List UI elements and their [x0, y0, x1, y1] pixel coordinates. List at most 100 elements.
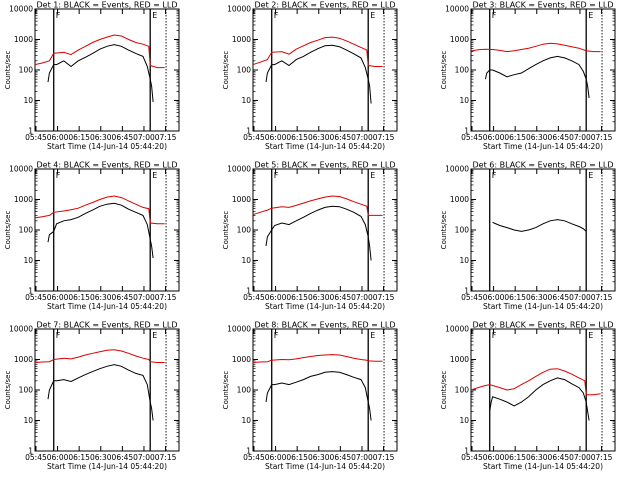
plot-frame [34, 328, 180, 452]
x-tick-label: 07:15 [591, 293, 613, 302]
x-tick-label: 07:15 [155, 453, 177, 462]
y-tick-label: 10 [23, 96, 33, 105]
y-tick-label: 10000 [227, 165, 251, 174]
y-tick-label: 10000 [9, 165, 33, 174]
x-tick-label: 06:15 [504, 133, 526, 142]
x-axis-label: Start Time (14-Jun-14 05:44:20) [47, 302, 167, 311]
x-tick-label: 06:30 [90, 453, 112, 462]
x-axis-label: Start Time (14-Jun-14 05:44:20) [47, 142, 167, 151]
x-tick-label: 06:45 [330, 293, 352, 302]
panel-title: Det 9: BLACK = Events, RED = LLD [473, 321, 614, 330]
interval-marker: F [56, 171, 61, 180]
panel-title: Det 2: BLACK = Events, RED = LLD [255, 1, 396, 10]
series-line-events [265, 44, 372, 104]
x-tick-label: 06:00 [265, 133, 287, 142]
x-tick-label: 05:45 [461, 133, 483, 142]
x-tick-label: 06:15 [286, 293, 308, 302]
series-line-events [492, 219, 587, 232]
panel-title: Det 1: BLACK = Events, RED = LLD [37, 1, 178, 10]
plot-frame [252, 8, 398, 132]
x-tick-label: 07:00 [569, 293, 591, 302]
y-axis-label: Counts/sec [222, 371, 230, 410]
x-tick-label: 06:45 [112, 133, 134, 142]
y-tick-label: 10 [459, 256, 469, 265]
x-tick-label: 06:00 [47, 293, 69, 302]
series-line-events [47, 44, 154, 102]
y-tick-label: 1000 [232, 35, 251, 44]
interval-marker: F [56, 11, 61, 20]
y-tick-label: 1000 [232, 355, 251, 364]
interval-marker: E [370, 11, 375, 20]
x-axis-label: Start Time (14-Jun-14 05:44:20) [265, 302, 385, 311]
y-tick-label: 100 [237, 386, 252, 395]
x-tick-label: 06:00 [47, 133, 69, 142]
interval-marker: E [588, 331, 593, 340]
x-tick-label: 06:30 [526, 453, 548, 462]
x-tick-label: 05:45 [243, 293, 265, 302]
y-tick-label: 1000 [14, 35, 33, 44]
interval-marker: F [274, 11, 279, 20]
y-tick-label: 10 [241, 416, 251, 425]
x-tick-label: 06:00 [483, 293, 505, 302]
series-line-lld [470, 42, 601, 53]
y-tick-label: 1 [464, 287, 469, 296]
x-tick-label: 05:45 [25, 133, 47, 142]
y-tick-label: 1 [246, 447, 251, 456]
series-line-events [265, 371, 372, 421]
detector-panel-4: Det 4: BLACK = Events, RED = LLD 1 10 100 10… [4, 161, 180, 311]
x-tick-label: 07:00 [351, 453, 373, 462]
x-tick-label: 06:30 [526, 293, 548, 302]
plot-frame [470, 328, 616, 452]
x-tick-label: 06:15 [286, 133, 308, 142]
series-line-lld [34, 349, 165, 363]
x-tick-label: 05:45 [25, 453, 47, 462]
interval-marker: E [370, 331, 375, 340]
y-tick-label: 10 [23, 256, 33, 265]
y-tick-label: 100 [237, 66, 252, 75]
x-tick-label: 05:45 [243, 133, 265, 142]
interval-marker: F [56, 331, 61, 340]
x-tick-label: 06:30 [90, 293, 112, 302]
x-tick-label: 07:00 [133, 293, 155, 302]
interval-marker: F [492, 331, 497, 340]
y-tick-label: 1 [28, 287, 33, 296]
x-tick-label: 07:15 [155, 293, 177, 302]
x-tick-label: 07:00 [133, 133, 155, 142]
series-line-events [47, 364, 154, 421]
x-tick-label: 07:15 [591, 453, 613, 462]
series-line-lld [34, 34, 165, 69]
x-tick-label: 06:45 [330, 453, 352, 462]
x-tick-label: 06:00 [265, 293, 287, 302]
x-tick-label: 05:45 [243, 453, 265, 462]
x-tick-label: 06:15 [68, 293, 90, 302]
x-tick-label: 06:45 [548, 293, 570, 302]
x-tick-label: 06:15 [286, 453, 308, 462]
x-tick-label: 07:00 [133, 453, 155, 462]
y-tick-label: 1 [464, 447, 469, 456]
detector-panel-6: Det 6: BLACK = Events, RED = LLD 1 10 100 10… [440, 161, 616, 311]
y-tick-label: 1 [28, 127, 33, 136]
y-axis-label: Counts/sec [4, 51, 12, 90]
y-tick-label: 100 [19, 386, 34, 395]
x-tick-label: 05:45 [461, 293, 483, 302]
x-tick-label: 06:15 [504, 453, 526, 462]
y-axis-label: Counts/sec [440, 371, 448, 410]
plot-frame [252, 328, 398, 452]
interval-marker: F [274, 331, 279, 340]
x-tick-label: 07:15 [373, 133, 395, 142]
panel-title: Det 3: BLACK = Events, RED = LLD [473, 1, 614, 10]
detector-panel-2: Det 2: BLACK = Events, RED = LLD 1 10 100 10… [222, 1, 398, 151]
panel-title: Det 8: BLACK = Events, RED = LLD [255, 321, 396, 330]
y-tick-label: 10000 [9, 325, 33, 334]
y-tick-label: 100 [455, 66, 470, 75]
x-tick-label: 06:45 [330, 133, 352, 142]
x-tick-label: 05:45 [25, 293, 47, 302]
x-tick-label: 06:00 [265, 453, 287, 462]
x-tick-label: 06:30 [90, 133, 112, 142]
x-tick-label: 06:45 [112, 453, 134, 462]
y-tick-label: 10 [459, 416, 469, 425]
series-line-events [489, 377, 590, 421]
x-tick-label: 07:15 [155, 133, 177, 142]
x-axis-label: Start Time (14-Jun-14 05:44:20) [483, 142, 603, 151]
